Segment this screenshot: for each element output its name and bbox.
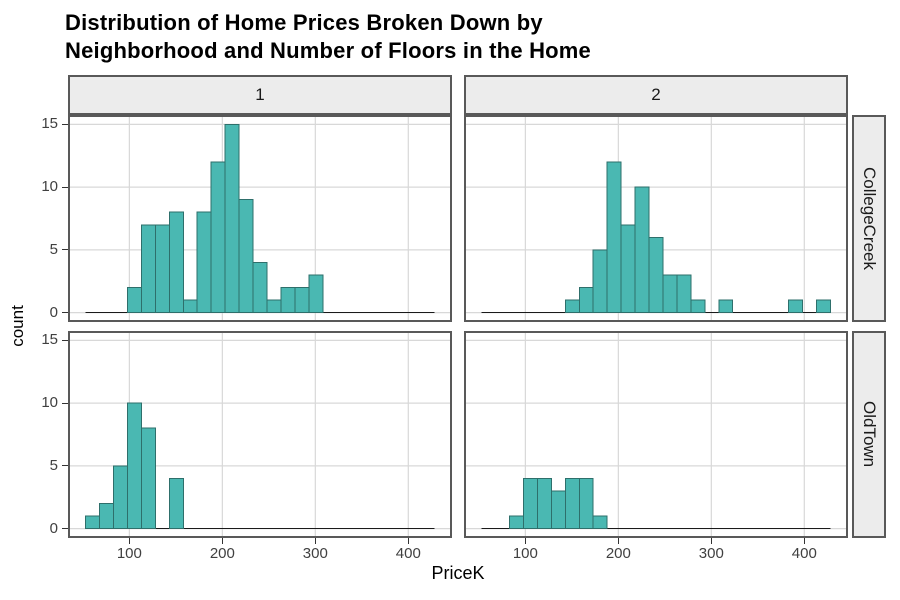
histogram-bar <box>210 161 226 314</box>
panel-border <box>68 115 452 322</box>
facet-row-strip-label: OldTown <box>860 401 879 468</box>
y-tick-label: 10 <box>41 394 58 412</box>
facet-row-strip-collegecreek: CollegeCreek <box>852 115 886 322</box>
facet-panel-oldtown-2 <box>464 331 848 538</box>
histogram-bar <box>634 186 650 314</box>
x-tick-label: 100 <box>116 545 142 562</box>
histogram-bar <box>676 274 692 314</box>
x-tick-label: 300 <box>698 545 724 562</box>
histogram-bar <box>85 515 101 530</box>
histogram-bar <box>620 224 636 314</box>
histogram-bar <box>168 477 184 530</box>
histogram-bar <box>308 274 324 314</box>
histogram-bar <box>648 236 664 314</box>
histogram-bar <box>294 287 310 314</box>
histogram-bar <box>154 224 170 314</box>
facet-panel-collegecreek-1 <box>68 115 452 322</box>
histogram-bar <box>140 224 156 314</box>
y-axis-tick <box>62 528 68 530</box>
y-axis-tick <box>62 339 68 341</box>
panel-border <box>464 115 848 322</box>
y-axis-tick <box>62 465 68 467</box>
x-tick-label: 300 <box>302 545 328 562</box>
y-tick-label: 5 <box>49 240 58 258</box>
histogram-bar <box>113 465 129 530</box>
histogram-bar <box>787 299 803 314</box>
histogram-bar <box>662 274 678 314</box>
x-axis-tick <box>314 538 316 544</box>
y-tick-label: 15 <box>41 331 58 349</box>
histogram-bar <box>578 477 594 530</box>
facet-row-strip-label: CollegeCreek <box>860 167 879 270</box>
histogram-bar <box>592 515 608 530</box>
x-axis-tick <box>803 538 805 544</box>
x-tick-label: 100 <box>512 545 538 562</box>
histogram-bar <box>578 287 594 314</box>
histogram-bar <box>168 211 184 314</box>
x-axis-tick <box>524 538 526 544</box>
x-axis-tick <box>221 538 223 544</box>
x-tick-label: 400 <box>791 545 817 562</box>
histogram-bar <box>592 249 608 314</box>
histogram-bar <box>718 299 734 314</box>
chart-title-line2: Neighborhood and Number of Floors in the… <box>65 38 591 63</box>
y-tick-label: 10 <box>41 178 58 196</box>
histogram-bar <box>564 299 580 314</box>
histogram-bar <box>127 402 142 530</box>
y-axis-tick <box>62 186 68 188</box>
x-axis-tick <box>407 538 409 544</box>
facet-col-strip-label: 1 <box>255 85 265 104</box>
y-axis-tick <box>62 402 68 404</box>
panel-border <box>68 331 452 538</box>
x-axis-title: PriceK <box>431 563 485 583</box>
facet-col-strip-floors-2: 2 <box>464 75 848 115</box>
histogram-bar <box>196 211 212 314</box>
facet-panel-oldtown-1 <box>68 331 452 538</box>
panel-border <box>464 331 848 538</box>
y-tick-label: 0 <box>49 303 58 321</box>
histogram-bar <box>266 299 282 314</box>
histogram-bar <box>606 161 622 314</box>
histogram-bar <box>182 299 198 314</box>
histogram-bar <box>224 123 240 314</box>
x-axis-tick <box>617 538 619 544</box>
facet-panel-collegecreek-2 <box>464 115 848 322</box>
facet-col-strip-label: 2 <box>651 85 661 104</box>
x-axis-tick <box>710 538 712 544</box>
histogram-bar <box>690 299 706 314</box>
histogram-bar <box>509 515 525 530</box>
y-tick-label: 15 <box>41 115 58 133</box>
histogram-bar <box>550 490 566 530</box>
facet-col-strip-floors-1: 1 <box>68 75 452 115</box>
histogram-bar <box>99 503 115 530</box>
histogram-bar <box>523 477 538 530</box>
histogram-bar <box>252 261 268 314</box>
histogram-bar <box>140 427 156 530</box>
y-axis-tick <box>62 123 68 125</box>
x-tick-label: 200 <box>605 545 631 562</box>
histogram-bar <box>280 287 296 314</box>
histogram-bar <box>238 199 254 314</box>
facet-row-strip-oldtown: OldTown <box>852 331 886 538</box>
x-axis-tick <box>128 538 130 544</box>
histogram-bar <box>127 287 142 314</box>
x-tick-label: 200 <box>209 545 235 562</box>
y-tick-label: 5 <box>49 456 58 474</box>
histogram-bar <box>815 299 831 314</box>
y-tick-label: 0 <box>49 519 58 537</box>
panel-background <box>464 331 848 538</box>
histogram-bar <box>536 477 552 530</box>
y-axis-tick <box>62 312 68 314</box>
chart-title: Distribution of Home Prices Broken Down … <box>65 9 591 65</box>
x-tick-label: 400 <box>395 545 421 562</box>
histogram-bar <box>564 477 580 530</box>
y-axis-tick <box>62 249 68 251</box>
chart-title-line1: Distribution of Home Prices Broken Down … <box>65 10 543 35</box>
